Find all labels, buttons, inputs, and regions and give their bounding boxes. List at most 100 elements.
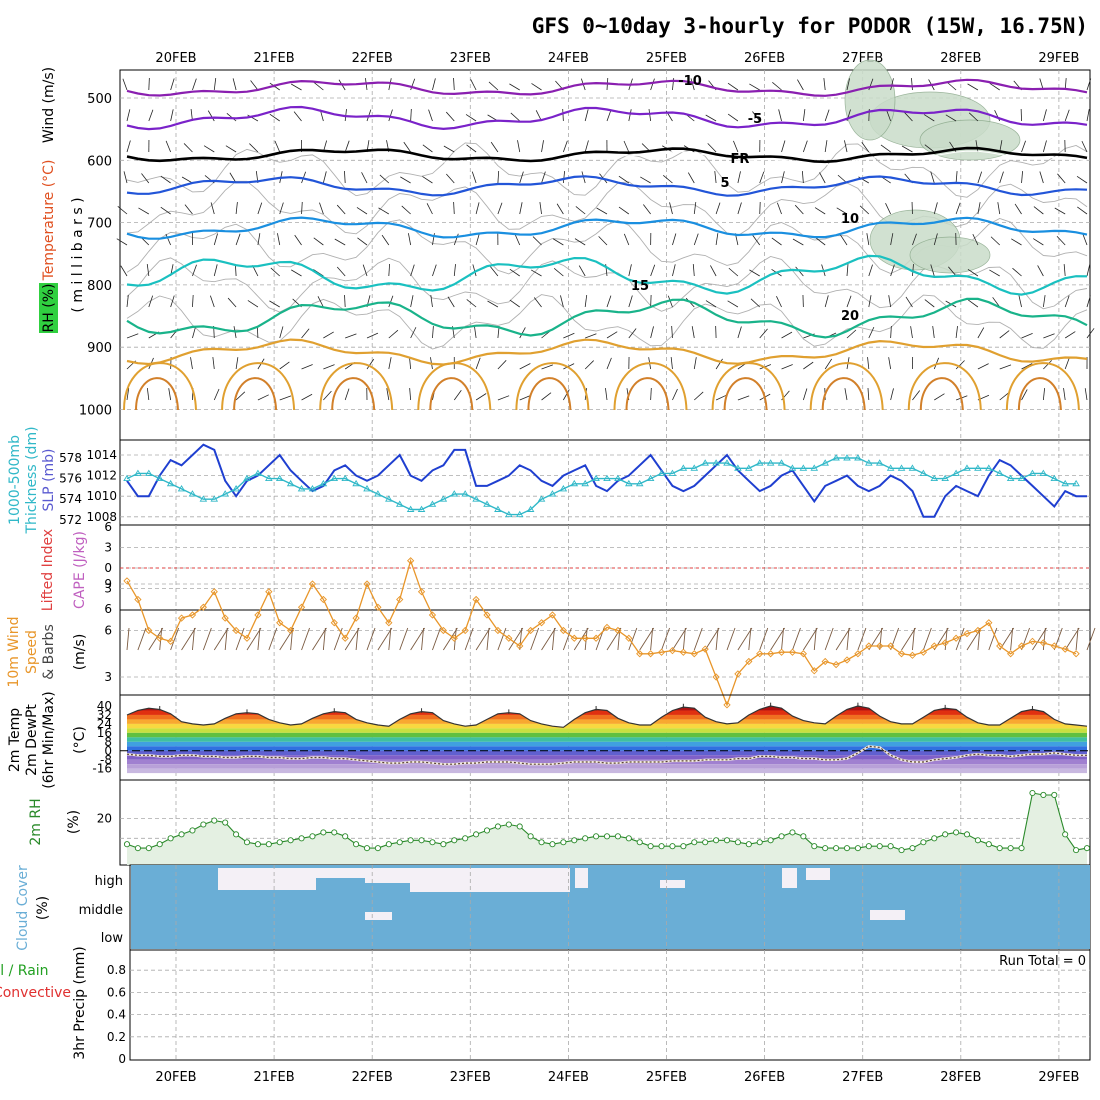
thickness-tick: 574 [59,492,82,506]
wind10-barb [377,627,393,651]
thickness-point [745,464,753,471]
rh-point [985,841,992,848]
temp-band [127,728,1087,733]
wind10-barb [388,627,392,651]
top-date-label: 22FEB [352,51,393,66]
wind10-barb [835,627,851,651]
wind10-point [1050,642,1058,650]
chart-title: GFS 0~10day 3-hourly for PODOR (15W, 16.… [532,14,1088,38]
thickness-point [897,464,906,471]
wind-barb [294,234,302,246]
thickness-point [1061,479,1069,487]
wind-barb [225,145,237,153]
wind-barb [781,140,786,153]
thickness-point [581,479,589,487]
rh-point [942,831,949,838]
thickness-point [592,474,600,482]
wind-barb [727,113,739,122]
wind10-point [1017,642,1026,650]
temp-band [127,714,1087,720]
wind-barb [1064,109,1070,122]
wind-barb [693,357,697,370]
wind10-barb [824,627,834,651]
wind-barb [562,140,568,153]
wind-barb [497,170,500,184]
wind-barb [859,205,870,215]
wind10-barb [1032,627,1047,651]
wind-barb [715,394,728,401]
wind-barb [323,390,332,401]
wind10-barb [792,627,801,651]
wind-barb [618,206,630,215]
ylabel-rh2m: 2m RH [28,798,44,845]
wind-barb [733,140,739,153]
thickness-point [548,490,557,497]
thickness-point [930,474,939,482]
rh-point [462,835,469,842]
wind10-barb [672,627,687,651]
wind-barb [967,83,979,91]
wind-barb [844,388,848,401]
wind10-barb [737,627,753,651]
wind-barb [1056,235,1066,246]
rh-point [298,835,305,842]
slp-tick: 1012 [86,469,117,483]
wind10-barb [246,627,262,651]
wind-barb [861,142,870,153]
wind-barb [989,269,1000,277]
wind-barb [313,82,324,91]
wind-barb [727,300,739,308]
wind10-point [134,595,142,604]
wind-barb [410,264,415,277]
wind10-barb [562,627,572,651]
thickness-point [123,474,131,482]
wind-barb [474,326,477,339]
wind-barb [643,204,651,215]
rh-point [516,823,523,830]
wind10-barb [802,627,818,651]
wind-barb [388,263,390,277]
rh-point [1040,791,1047,799]
rh-point [898,847,905,854]
wind10-point [439,626,448,635]
wind10-point [450,634,458,642]
wind-barb [148,295,154,308]
wind10-point [308,580,317,588]
wind10-barb [715,627,719,651]
wind-barb [472,264,477,277]
thickness-point [1006,474,1015,482]
rh-point [331,829,338,836]
temp-tick: 8 [104,735,112,749]
thickness-point [1050,474,1059,482]
wind-barb [1012,267,1022,277]
wind-barb [322,171,327,184]
rh-point [440,841,447,848]
wind-barb [562,171,566,184]
thickness-point [472,495,480,502]
wind-barb [802,140,808,153]
cloud-gap [365,868,410,883]
wind10-point [570,634,578,642]
wind-barb [888,357,892,370]
wind-barb [313,237,324,246]
wind-barb [912,264,914,277]
wind10-point [526,626,535,635]
wind-barb [1063,388,1066,401]
thickness-point [919,469,928,476]
wind-barb [1021,140,1026,153]
wind10-point [319,595,328,604]
wind-barb [640,176,651,184]
warm-contour [1005,362,1080,411]
wind-barb [972,233,979,246]
wind-barb [749,83,760,91]
wind-barb [781,331,793,339]
wind10-point [756,650,764,658]
wind-barb [910,326,913,339]
thickness-point [821,459,829,466]
wind-barb [277,233,281,246]
li-tick: 0 [104,561,112,575]
wind10-point [232,626,240,635]
wind-barb [694,391,704,401]
rh-point [374,845,381,852]
wind-barb [584,109,589,122]
